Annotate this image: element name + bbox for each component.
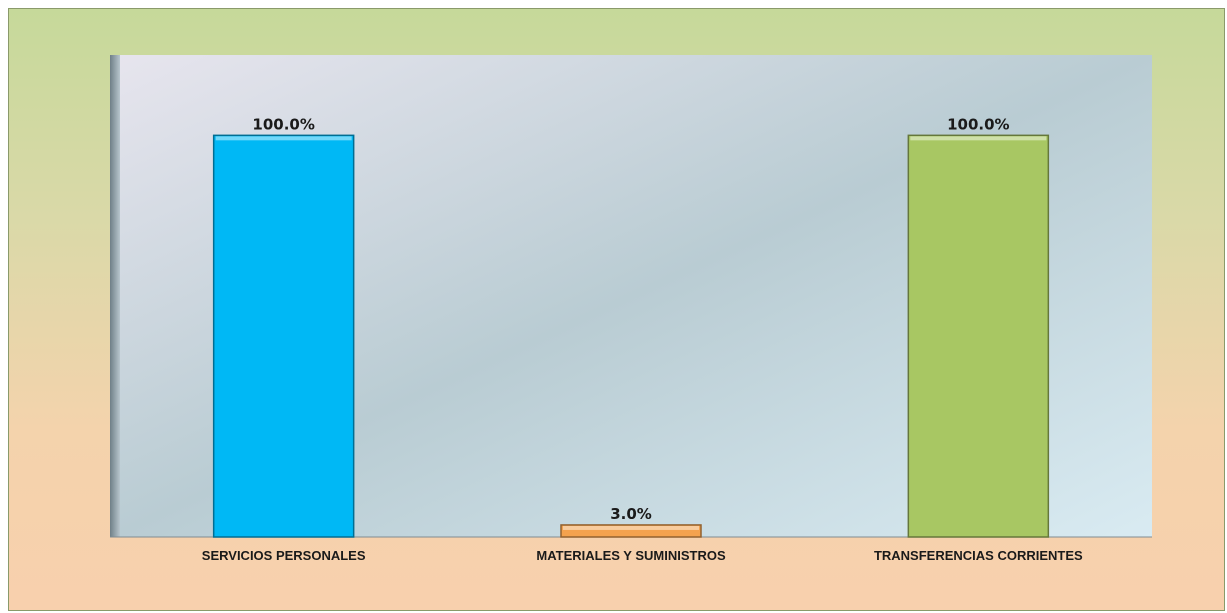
bar-0: [212, 134, 355, 538]
data-label-2: 100.0%: [947, 115, 1009, 133]
data-label-0: 100.0%: [252, 115, 314, 133]
category-label-2: TRANSFERENCIAS CORRIENTES: [874, 548, 1083, 563]
data-label-1: 3.0%: [610, 505, 652, 523]
category-label-0: SERVICIOS PERSONALES: [202, 548, 366, 563]
plot-side-wall: [110, 55, 120, 537]
bar-1: [560, 524, 702, 538]
bar-2: [907, 134, 1050, 538]
bar-highlight-0: [215, 136, 352, 141]
bar-highlight-1: [563, 525, 699, 530]
bar-highlight-2: [910, 136, 1047, 141]
category-label-1: MATERIALES Y SUMINISTROS: [536, 548, 726, 563]
